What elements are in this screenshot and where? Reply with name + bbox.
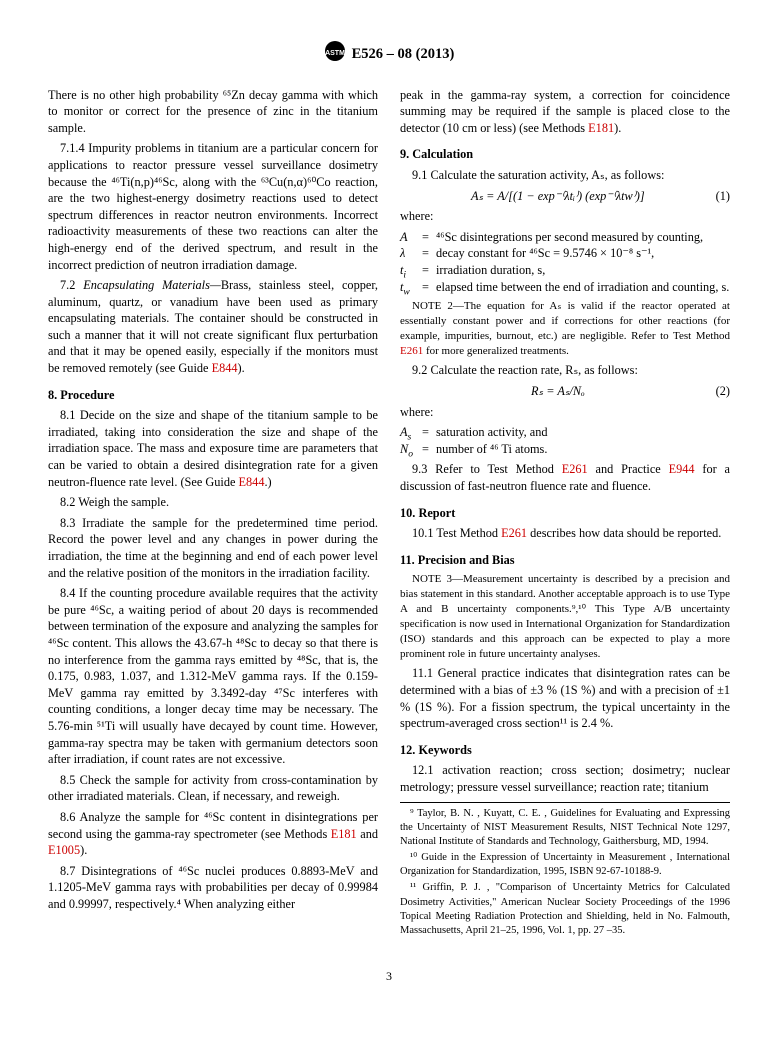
note-2: NOTE 2—The equation for Aₛ is valid if t… [400,299,730,358]
where-A: A=⁴⁶Sc disintegrations per second measur… [400,229,730,246]
page-header: ASTM E526 – 08 (2013) [48,40,730,69]
footnote-10: ¹⁰ Guide in the Expression of Uncertaint… [400,851,730,879]
para-8-6-mid: and [357,827,378,841]
para-9-3-mid: and Practice [588,462,669,476]
where-lambda: λ=decay constant for ⁴⁶Sc = 9.5746 × 10⁻… [400,245,730,262]
para-9-1: 9.1 Calculate the saturation activity, A… [400,167,730,184]
para-8-5: 8.5 Check the sample for activity from c… [48,772,378,805]
footnote-9: ⁹ Taylor, B. N. , Kuyatt, C. E. , Guidel… [400,807,730,850]
para-9-2: 9.2 Calculate the reaction rate, Rₛ, as … [400,362,730,379]
para-10-1: 10.1 Test Method E261 describes how data… [400,525,730,542]
svg-text:ASTM: ASTM [325,50,345,57]
footnotes: ⁹ Taylor, B. N. , Kuyatt, C. E. , Guidel… [400,802,730,939]
para-7-2: 7.2 Encapsulating Materials—Brass, stain… [48,277,378,377]
where-label-1: where: [400,208,730,225]
para-8-7-cont-body: peak in the gamma-ray system, a correcti… [400,88,730,135]
para-8-1-end: .) [264,475,271,489]
para-7-1-4: 7.1.4 Impurity problems in titanium are … [48,140,378,273]
body-columns: There is no other high probability ⁶⁵Zn … [48,87,730,939]
astm-logo: ASTM [324,40,346,69]
para-7-2-title: Encapsulating Materials— [83,278,221,292]
designation-text: E526 – 08 (2013) [352,45,455,65]
link-e261-b[interactable]: E261 [562,462,588,476]
link-e844-b[interactable]: E844 [239,475,265,489]
para-7-1-3-cont: There is no other high probability ⁶⁵Zn … [48,87,378,137]
para-8-1-body: 8.1 Decide on the size and shape of the … [48,408,378,488]
link-e261-a[interactable]: E261 [400,345,423,357]
para-8-6: 8.6 Analyze the sample for ⁴⁶Sc content … [48,809,378,859]
link-e181-b[interactable]: E181 [588,121,614,135]
para-8-6-end: ). [80,843,87,857]
note-2-body: NOTE 2—The equation for Aₛ is valid if t… [400,300,730,342]
page-number: 3 [48,968,730,984]
equation-1: Aₛ = A/[(1 − exp⁻⁽λtᵢ⁾) (exp⁻⁽λtw⁾)] (1) [400,188,730,205]
eq2-number: (2) [716,383,730,400]
heading-11: 11. Precision and Bias [400,552,730,569]
eq2-body: Rₛ = Aₛ/Nₒ [531,384,585,398]
para-8-6-body: 8.6 Analyze the sample for ⁴⁶Sc content … [48,810,378,841]
para-12-1: 12.1 activation reaction; cross section;… [400,762,730,795]
note-3: NOTE 3—Measurement uncertainty is descri… [400,572,730,661]
footnote-11: ¹¹ Griffin, P. J. , "Comparison of Uncer… [400,881,730,938]
para-8-3: 8.3 Irradiate the sample for the predete… [48,515,378,581]
where-list-2: As=saturation activity, and No=number of… [400,424,730,457]
para-8-1: 8.1 Decide on the size and shape of the … [48,407,378,490]
equation-2: Rₛ = Aₛ/Nₒ (2) [400,383,730,400]
para-8-7-cont-end: ). [614,121,621,135]
para-7-2-end: ). [238,361,245,375]
link-e844-a[interactable]: E844 [212,361,238,375]
para-10-1-a: 10.1 Test Method [412,526,501,540]
para-10-1-end: describes how data should be reported. [527,526,721,540]
heading-9: 9. Calculation [400,146,730,163]
para-9-3-a: 9.3 Refer to Test Method [412,462,562,476]
para-8-7: 8.7 Disintegrations of ⁴⁶Sc nuclei produ… [48,863,378,913]
link-e181-a[interactable]: E181 [331,827,357,841]
para-8-2: 8.2 Weigh the sample. [48,494,378,511]
para-8-4: 8.4 If the counting procedure available … [48,585,378,768]
where-As: As=saturation activity, and [400,424,730,441]
where-ti: ti=irradiation duration, s, [400,262,730,279]
where-No: No=number of ⁴⁶ Ti atoms. [400,441,730,458]
para-7-2-num: 7.2 [60,278,83,292]
link-e1005[interactable]: E1005 [48,843,80,857]
heading-12: 12. Keywords [400,742,730,759]
note-2-end: for more generalized treatments. [423,345,569,357]
link-e261-c[interactable]: E261 [501,526,527,540]
para-9-3: 9.3 Refer to Test Method E261 and Practi… [400,461,730,494]
heading-8: 8. Procedure [48,387,378,404]
where-tw: tw=elapsed time between the end of irrad… [400,279,730,296]
where-list-1: A=⁴⁶Sc disintegrations per second measur… [400,229,730,295]
para-11-1: 11.1 General practice indicates that dis… [400,665,730,731]
where-label-2: where: [400,404,730,421]
eq1-number: (1) [716,188,730,205]
heading-10: 10. Report [400,505,730,522]
para-8-7-cont: peak in the gamma-ray system, a correcti… [400,87,730,137]
link-e944[interactable]: E944 [669,462,695,476]
eq1-body: Aₛ = A/[(1 − exp⁻⁽λtᵢ⁾) (exp⁻⁽λtw⁾)] [471,189,645,203]
